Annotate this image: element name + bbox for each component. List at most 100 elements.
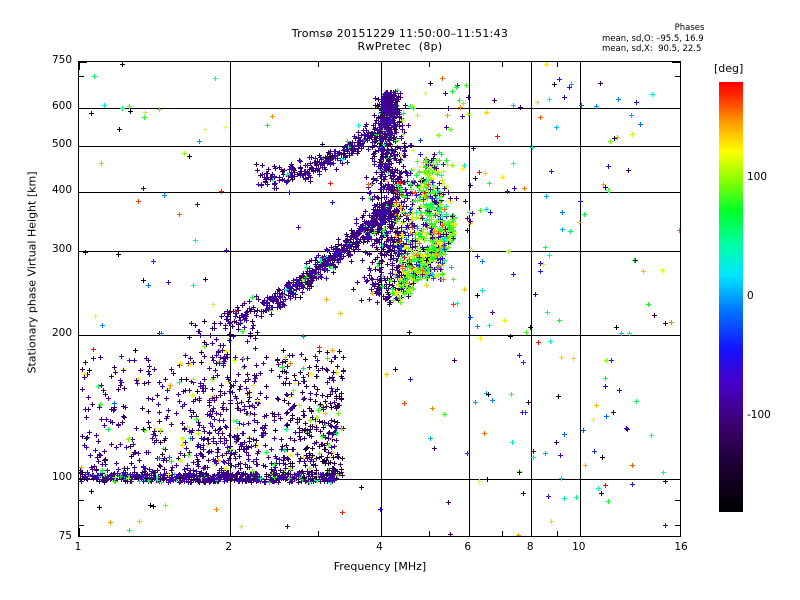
data-point	[162, 192, 168, 198]
data-point	[157, 456, 163, 461]
data-point	[380, 136, 386, 142]
data-point	[316, 344, 322, 350]
data-point	[143, 472, 149, 478]
data-point	[480, 288, 486, 294]
data-point	[149, 471, 155, 477]
data-point	[193, 323, 199, 329]
data-point	[356, 123, 362, 129]
data-point	[374, 178, 380, 183]
data-point	[559, 476, 565, 482]
data-point	[323, 398, 329, 404]
data-point	[151, 432, 157, 438]
data-point	[599, 490, 605, 496]
data-point	[96, 478, 102, 484]
data-point	[153, 476, 159, 482]
data-point	[82, 359, 88, 365]
data-point	[156, 463, 162, 469]
data-point	[323, 275, 329, 281]
data-point	[386, 156, 392, 162]
data-point	[113, 445, 119, 450]
data-point	[224, 406, 230, 412]
data-point	[152, 367, 158, 373]
data-point	[327, 475, 333, 481]
data-point	[430, 235, 436, 241]
data-point	[296, 402, 302, 408]
data-point	[549, 168, 554, 174]
data-point	[341, 253, 347, 259]
x-axis-title: Frequency [MHz]	[333, 560, 427, 573]
data-point	[255, 478, 261, 483]
data-point	[454, 300, 460, 306]
data-point	[187, 335, 193, 341]
y-tick-mark	[79, 479, 87, 480]
data-point	[321, 471, 326, 477]
data-point	[221, 479, 227, 485]
data-point	[378, 187, 384, 193]
data-point	[345, 139, 351, 145]
data-point	[392, 367, 398, 373]
data-point	[206, 448, 212, 454]
x-tick-mark	[318, 62, 319, 67]
data-point	[393, 106, 398, 112]
data-point	[323, 262, 329, 268]
data-point	[284, 171, 290, 177]
data-point	[218, 392, 224, 398]
data-point	[145, 478, 151, 484]
data-point	[547, 339, 553, 345]
data-point	[234, 320, 240, 326]
data-point	[333, 355, 339, 361]
scatter-plot-area[interactable]	[78, 61, 681, 537]
x-tick-mark	[557, 531, 558, 536]
data-point	[264, 123, 270, 129]
data-point	[86, 394, 91, 400]
data-point	[416, 169, 422, 175]
data-point	[177, 450, 183, 456]
data-point	[100, 322, 106, 328]
data-point	[242, 364, 247, 369]
data-point	[145, 283, 151, 288]
data-point	[444, 112, 450, 118]
data-point	[251, 475, 257, 481]
colorbar[interactable]	[719, 82, 743, 512]
data-point	[218, 425, 224, 431]
data-point	[109, 420, 115, 425]
data-point	[300, 390, 306, 396]
data-point	[79, 479, 85, 485]
data-point	[197, 328, 203, 334]
y-tick-mark	[79, 146, 87, 147]
data-point	[164, 416, 170, 421]
data-point	[157, 380, 163, 386]
data-point	[444, 211, 449, 217]
data-point	[223, 437, 229, 443]
data-point	[216, 475, 222, 481]
data-point	[165, 407, 171, 413]
data-point	[92, 73, 98, 79]
data-point	[446, 500, 452, 506]
data-point	[288, 290, 293, 296]
data-point	[93, 433, 99, 439]
data-point	[399, 117, 405, 123]
data-point	[271, 296, 277, 302]
data-point	[247, 413, 253, 419]
data-point	[248, 472, 254, 477]
data-point	[297, 280, 303, 286]
data-point	[290, 416, 295, 421]
data-point	[285, 524, 291, 530]
data-point	[374, 299, 380, 305]
data-point	[116, 127, 122, 133]
data-point	[197, 395, 202, 401]
data-point	[401, 131, 407, 137]
data-point	[119, 105, 125, 111]
data-point	[326, 436, 332, 442]
data-point	[366, 251, 372, 257]
data-point	[406, 123, 412, 129]
data-point	[111, 479, 117, 485]
data-point	[469, 211, 475, 217]
data-point	[516, 469, 522, 475]
data-point	[283, 477, 289, 483]
data-point	[395, 94, 401, 100]
plot-title-line2: RwPretec (8p)	[357, 40, 443, 53]
data-point	[139, 475, 144, 481]
data-point	[108, 476, 114, 482]
data-point	[140, 427, 146, 432]
